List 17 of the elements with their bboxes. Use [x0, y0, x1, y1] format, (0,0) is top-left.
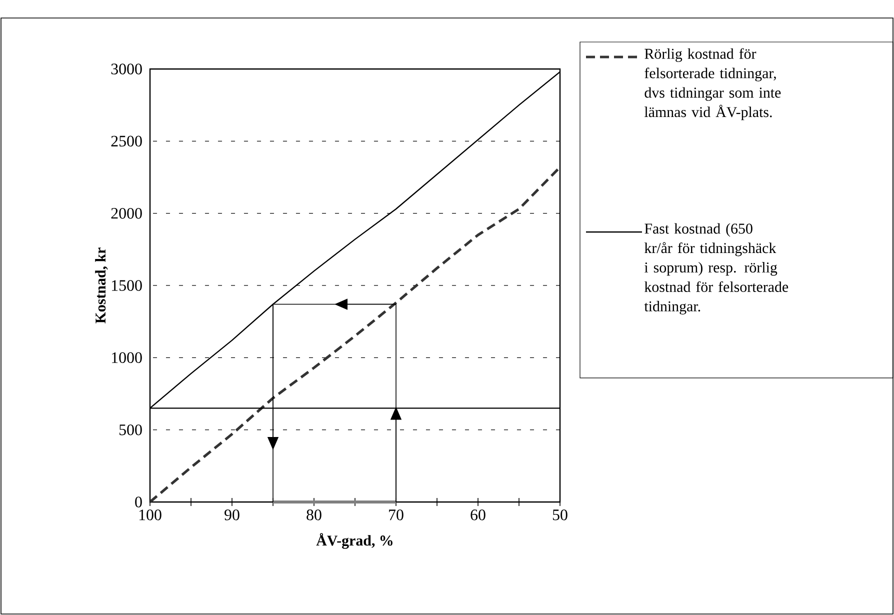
- legend-label: Fast kostnad (650 kr/år för tidningshäck i soprum) resp. rörlig kostnad för felsorterade tidningar.: [644, 223, 788, 314]
- x-tick-label: 90: [224, 510, 240, 520]
- y-tick-label: 1000: [112, 352, 142, 364]
- x-tick-label: 50: [552, 510, 568, 520]
- x-tick-label: 70: [389, 510, 404, 520]
- y-tick-label: 2000: [111, 208, 142, 219]
- y-tick-label: 0: [135, 496, 142, 508]
- x-axis-title: ÅV-grad, %: [316, 533, 392, 549]
- x-tick-label: 60: [470, 510, 486, 520]
- y-tick-label: 3000: [111, 64, 142, 74]
- y-tick-label: 500: [119, 424, 142, 436]
- x-tick-label: 100: [139, 510, 162, 520]
- y-axis-title: Kostnad, kr: [95, 248, 108, 324]
- x-tick-label: 80: [306, 510, 322, 520]
- legend-label: Rörlig kostnad för felsorterade tidningar, dvs tidningar som inte lämnas vid ÅV-plats.: [644, 48, 781, 120]
- y-tick-label: 2500: [111, 136, 142, 147]
- y-tick-label: 1500: [112, 280, 142, 291]
